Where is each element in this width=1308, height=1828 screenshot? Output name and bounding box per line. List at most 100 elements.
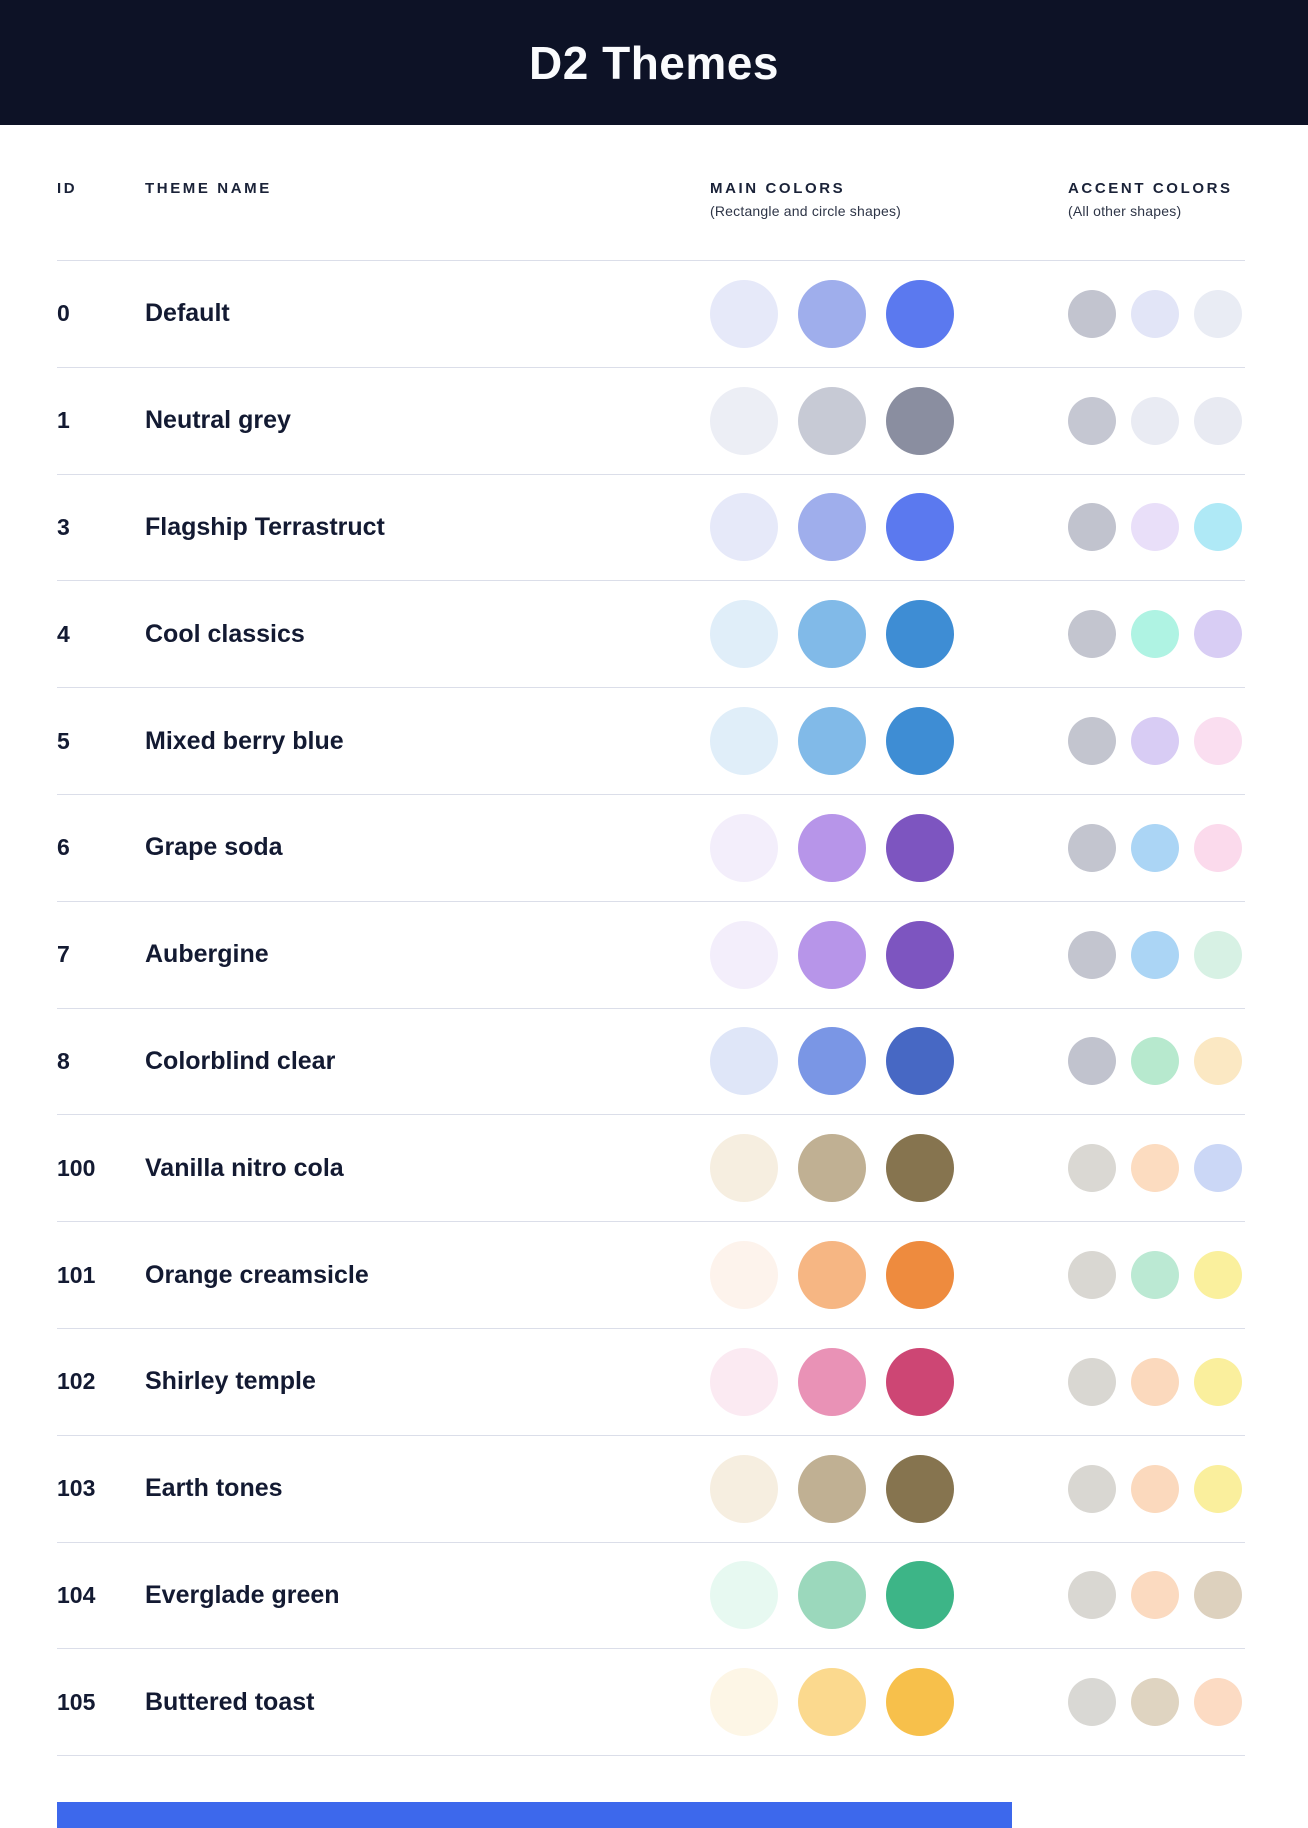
main-color-swatch bbox=[798, 1027, 866, 1096]
theme-row: 8 Colorblind clear bbox=[57, 1009, 1245, 1116]
accent-color-swatch bbox=[1194, 1144, 1242, 1193]
theme-row: 101 Orange creamsicle bbox=[57, 1222, 1245, 1329]
accent-color-swatch bbox=[1068, 930, 1116, 979]
accent-colors-swatches bbox=[1068, 1464, 1245, 1513]
accent-color-swatch bbox=[1068, 1571, 1116, 1620]
accent-color-swatch bbox=[1068, 717, 1116, 766]
accent-colors-swatches bbox=[1068, 289, 1245, 338]
theme-name: Colorblind clear bbox=[145, 1046, 336, 1075]
main-colors-label: MAIN COLORS bbox=[710, 180, 846, 197]
main-colors-swatches bbox=[710, 1134, 1068, 1203]
main-color-swatch bbox=[710, 1241, 778, 1310]
theme-id: 1 bbox=[57, 407, 70, 434]
accent-color-swatch bbox=[1131, 930, 1179, 979]
accent-color-swatch bbox=[1131, 289, 1179, 338]
theme-rows: 0 Default 1 Neutral grey 3 Flagship Terrastru… bbox=[57, 261, 1245, 1757]
main-color-swatch bbox=[798, 707, 866, 776]
main-colors-swatches bbox=[710, 279, 1068, 348]
theme-id: 3 bbox=[57, 513, 70, 540]
theme-id: 6 bbox=[57, 834, 70, 861]
theme-row: 105 Buttered toast bbox=[57, 1649, 1245, 1757]
theme-name: Buttered toast bbox=[145, 1687, 315, 1716]
accent-colors-swatches bbox=[1068, 1037, 1245, 1086]
theme-id: 103 bbox=[57, 1475, 96, 1502]
theme-row: 103 Earth tones bbox=[57, 1436, 1245, 1543]
accent-colors-swatches bbox=[1068, 1678, 1245, 1727]
accent-color-swatch bbox=[1068, 1678, 1116, 1727]
accent-color-swatch bbox=[1068, 289, 1116, 338]
theme-name: Shirley temple bbox=[145, 1367, 316, 1396]
table-header-row: ID THEME NAME MAIN COLORS (Rectangle and… bbox=[57, 125, 1245, 261]
accent-colors-swatches bbox=[1068, 1357, 1245, 1406]
theme-row: 1 Neutral grey bbox=[57, 368, 1245, 475]
accent-color-swatch bbox=[1068, 503, 1116, 552]
main-colors-swatches bbox=[710, 1454, 1068, 1523]
accent-color-swatch bbox=[1068, 1037, 1116, 1086]
main-color-swatch bbox=[886, 1454, 954, 1523]
main-color-swatch bbox=[710, 1027, 778, 1096]
main-color-swatch bbox=[710, 493, 778, 562]
main-color-swatch bbox=[886, 813, 954, 882]
main-color-swatch bbox=[710, 600, 778, 669]
main-color-swatch bbox=[798, 600, 866, 669]
theme-name: Default bbox=[145, 299, 230, 328]
accent-colors-swatches bbox=[1068, 396, 1245, 445]
main-color-swatch bbox=[798, 1668, 866, 1737]
theme-id: 0 bbox=[57, 300, 70, 327]
accent-color-swatch bbox=[1131, 1357, 1179, 1406]
accent-color-swatch bbox=[1131, 1251, 1179, 1300]
theme-id: 101 bbox=[57, 1261, 96, 1288]
theme-id: 5 bbox=[57, 727, 70, 754]
main-color-swatch bbox=[798, 1561, 866, 1630]
main-color-swatch bbox=[886, 600, 954, 669]
theme-row: 100 Vanilla nitro cola bbox=[57, 1115, 1245, 1223]
accent-color-swatch bbox=[1194, 1464, 1242, 1513]
main-color-swatch bbox=[798, 279, 866, 348]
main-color-swatch bbox=[886, 1668, 954, 1737]
accent-color-swatch bbox=[1068, 396, 1116, 445]
main-colors-swatches bbox=[710, 813, 1068, 882]
main-color-swatch bbox=[886, 279, 954, 348]
next-section-bar bbox=[57, 1802, 1012, 1828]
accent-colors-swatches bbox=[1068, 610, 1245, 659]
main-color-swatch bbox=[886, 386, 954, 455]
theme-row: 7 Aubergine bbox=[57, 902, 1245, 1009]
main-color-swatch bbox=[798, 1454, 866, 1523]
main-color-swatch bbox=[710, 279, 778, 348]
theme-name: Vanilla nitro cola bbox=[145, 1153, 344, 1182]
main-color-swatch bbox=[710, 707, 778, 776]
accent-colors-swatches bbox=[1068, 930, 1245, 979]
main-color-swatch bbox=[710, 1668, 778, 1737]
theme-row: 102 Shirley temple bbox=[57, 1329, 1245, 1436]
accent-color-swatch bbox=[1068, 1251, 1116, 1300]
accent-color-swatch bbox=[1194, 1251, 1242, 1300]
accent-color-swatch bbox=[1068, 1144, 1116, 1193]
theme-row: 4 Cool classics bbox=[57, 581, 1245, 689]
accent-color-swatch bbox=[1068, 823, 1116, 872]
theme-name: Orange creamsicle bbox=[145, 1260, 369, 1289]
theme-name: Grape soda bbox=[145, 833, 283, 862]
accent-colors-label: ACCENT COLORS bbox=[1068, 180, 1233, 197]
main-colors-swatches bbox=[710, 1347, 1068, 1416]
column-header-accent-colors: ACCENT COLORS (All other shapes) bbox=[1068, 180, 1245, 220]
accent-color-swatch bbox=[1068, 610, 1116, 659]
column-header-theme-name: THEME NAME bbox=[145, 180, 272, 197]
main-color-swatch bbox=[886, 493, 954, 562]
accent-colors-swatches bbox=[1068, 717, 1245, 766]
theme-id: 100 bbox=[57, 1154, 96, 1181]
theme-id: 105 bbox=[57, 1688, 96, 1715]
theme-row: 3 Flagship Terrastruct bbox=[57, 475, 1245, 582]
theme-name: Earth tones bbox=[145, 1474, 283, 1503]
accent-colors-swatches bbox=[1068, 823, 1245, 872]
main-colors-swatches bbox=[710, 707, 1068, 776]
theme-row: 0 Default bbox=[57, 261, 1245, 368]
theme-name: Flagship Terrastruct bbox=[145, 512, 385, 541]
accent-color-swatch bbox=[1131, 823, 1179, 872]
themes-table: ID THEME NAME MAIN COLORS (Rectangle and… bbox=[57, 125, 1245, 1757]
accent-colors-swatches bbox=[1068, 503, 1245, 552]
accent-color-swatch bbox=[1131, 1571, 1179, 1620]
main-color-swatch bbox=[710, 386, 778, 455]
main-color-swatch bbox=[886, 1027, 954, 1096]
main-color-swatch bbox=[886, 920, 954, 989]
theme-id: 4 bbox=[57, 620, 70, 647]
